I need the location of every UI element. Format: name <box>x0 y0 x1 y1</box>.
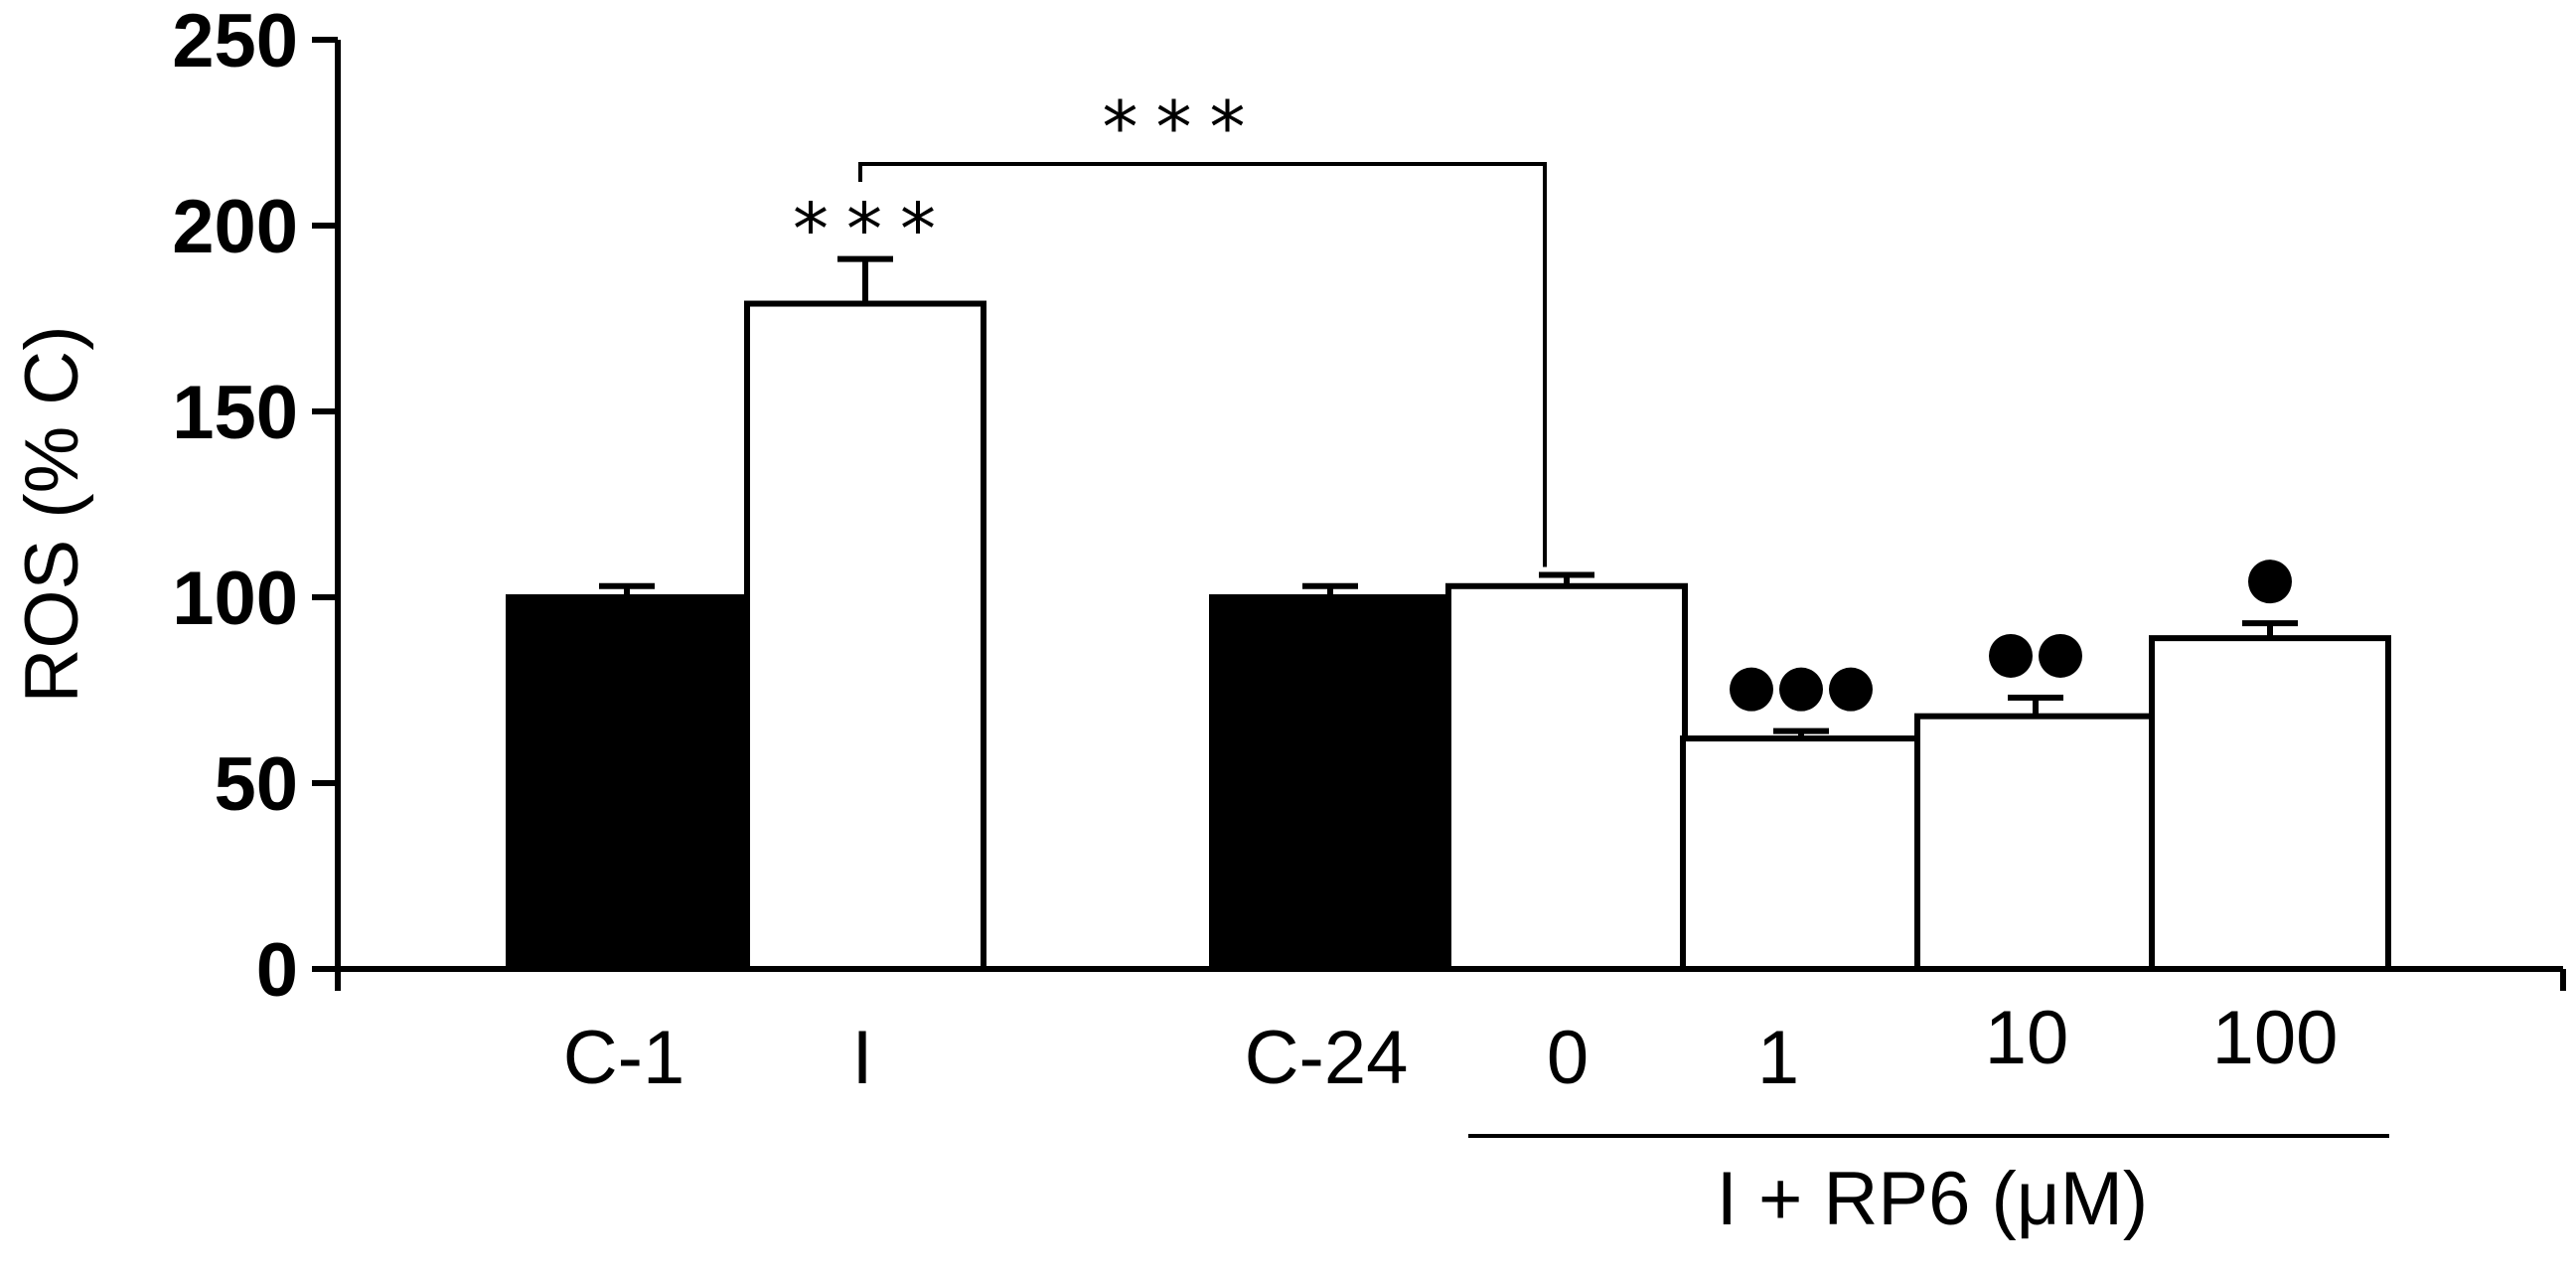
y-tick-label: 0 <box>256 928 298 1013</box>
significance-dot-10 <box>2039 633 2082 678</box>
bracket-stars: *** <box>1103 85 1264 169</box>
bar-C-24 <box>1209 594 1451 972</box>
annotations: *** *** <box>793 85 2292 712</box>
x-tick-label: 0 <box>1547 1016 1589 1100</box>
x-tick-label: 1 <box>1757 1016 1799 1100</box>
significance-stars-I: *** <box>793 188 954 271</box>
x-tick-label: C-1 <box>563 1016 684 1100</box>
bar-100 <box>2149 635 2391 972</box>
y-axis-label: ROS (% C) <box>10 326 94 704</box>
bar-1 <box>1680 735 1922 972</box>
bar-0 <box>1445 582 1688 973</box>
x-tick-label: 10 <box>1985 996 2069 1080</box>
significance-dot-10 <box>1989 633 2033 678</box>
x-tick-label: I <box>851 1016 872 1100</box>
y-tick-label: 250 <box>172 0 298 83</box>
significance-dot-100 <box>2248 560 2292 604</box>
bar-10 <box>1914 713 2157 972</box>
significance-dot-1 <box>1779 667 1823 712</box>
significance-dot-1 <box>1730 667 1773 712</box>
significance-dot-1 <box>1829 667 1873 712</box>
comparison-bracket <box>858 162 1547 567</box>
labels: 0 50 100 150 200 250 ROS (% C) C-1 I C-24 0 1 10 100 I… <box>10 0 2389 1241</box>
y-tick-label: 150 <box>172 371 298 455</box>
bars <box>506 255 2391 973</box>
y-tick-label: 100 <box>172 557 298 641</box>
x-tick-label: C-24 <box>1245 1016 1409 1100</box>
bar-C-1 <box>506 594 748 972</box>
bar-I <box>744 300 986 973</box>
x-tick-label: 100 <box>2212 996 2339 1080</box>
y-tick-label: 200 <box>172 185 298 269</box>
group-label: I + RP6 (μM) <box>1717 1157 2148 1241</box>
y-tick-label: 50 <box>214 742 298 827</box>
